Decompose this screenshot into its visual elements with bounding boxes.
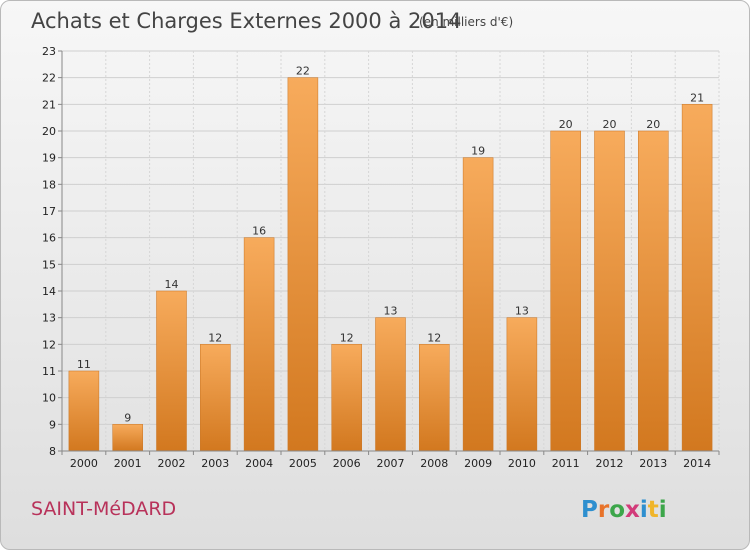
x-tick-label: 2011	[552, 457, 580, 470]
x-tick-label: 2003	[201, 457, 229, 470]
y-tick-label: 9	[49, 418, 56, 431]
data-label: 13	[384, 305, 398, 318]
y-tick-label: 10	[42, 392, 56, 405]
data-label: 9	[124, 411, 131, 424]
x-tick-label: 2002	[158, 457, 186, 470]
bar-2000	[68, 370, 100, 452]
proxiti-logo: Proxiti	[581, 497, 667, 523]
y-tick-label: 16	[42, 232, 56, 245]
data-label: 14	[165, 278, 179, 291]
y-tick-label: 18	[42, 178, 56, 191]
data-label: 12	[427, 331, 441, 344]
x-tick-label: 2010	[508, 457, 536, 470]
data-label: 13	[515, 305, 529, 318]
bar-2012	[594, 130, 625, 452]
data-label: 12	[208, 331, 222, 344]
bar-2010	[506, 317, 538, 452]
bar-2011	[550, 130, 581, 452]
data-label: 20	[559, 118, 573, 131]
data-label: 11	[77, 358, 91, 371]
y-tick-label: 23	[42, 45, 56, 58]
axes: 8 9 10 11 12 13 14 15 16 17 18 19 20 21 22 23 2000 2001 20…	[42, 45, 720, 470]
bar-2004	[243, 237, 275, 452]
bar-2002	[156, 290, 187, 452]
y-tick-label: 13	[42, 312, 56, 325]
x-tick-label: 2004	[245, 457, 273, 470]
y-tick-label: 14	[42, 285, 56, 298]
data-label: 12	[340, 331, 354, 344]
x-tick-label: 2013	[639, 457, 667, 470]
bar-2005	[287, 77, 319, 452]
y-tick-label: 20	[42, 125, 56, 138]
bar-2003	[200, 344, 231, 452]
data-label: 16	[252, 225, 266, 238]
bar-2014	[681, 104, 713, 452]
x-tick-label: 2006	[333, 457, 361, 470]
bar-2008	[419, 344, 450, 452]
bars: 11 9 14 12 16 22 12 13 12 19 13 20 20 20 21	[68, 65, 713, 452]
x-tick-label: 2008	[420, 457, 448, 470]
data-label: 22	[296, 65, 310, 78]
chart-subtitle: (en milliers d'€)	[419, 15, 513, 29]
x-tick-label: 2014	[683, 457, 711, 470]
bar-2013	[638, 130, 669, 452]
x-tick-label: 2000	[70, 457, 98, 470]
bar-2006	[331, 344, 362, 452]
bar-2001	[112, 424, 143, 452]
x-tick-label: 2009	[464, 457, 492, 470]
data-label: 19	[471, 145, 485, 158]
x-tick-label: 2001	[114, 457, 142, 470]
x-tick-label: 2005	[289, 457, 317, 470]
bar-2007	[375, 317, 406, 452]
y-tick-label: 19	[42, 152, 56, 165]
y-tick-label: 11	[42, 365, 56, 378]
y-tick-label: 21	[42, 98, 56, 111]
y-tick-label: 22	[42, 72, 56, 85]
y-tick-label: 12	[42, 338, 56, 351]
data-label: 20	[603, 118, 617, 131]
x-tick-label: 2007	[377, 457, 405, 470]
bar-2009	[462, 157, 494, 452]
data-label: 20	[646, 118, 660, 131]
x-tick-label: 2012	[596, 457, 624, 470]
y-tick-label: 17	[42, 205, 56, 218]
data-label: 21	[690, 91, 704, 104]
chart-title: Achats et Charges Externes 2000 à 2014	[31, 9, 461, 33]
place-name: SAINT-MéDARD	[31, 498, 176, 520]
y-tick-label: 15	[42, 258, 56, 271]
y-tick-label: 8	[49, 445, 56, 458]
